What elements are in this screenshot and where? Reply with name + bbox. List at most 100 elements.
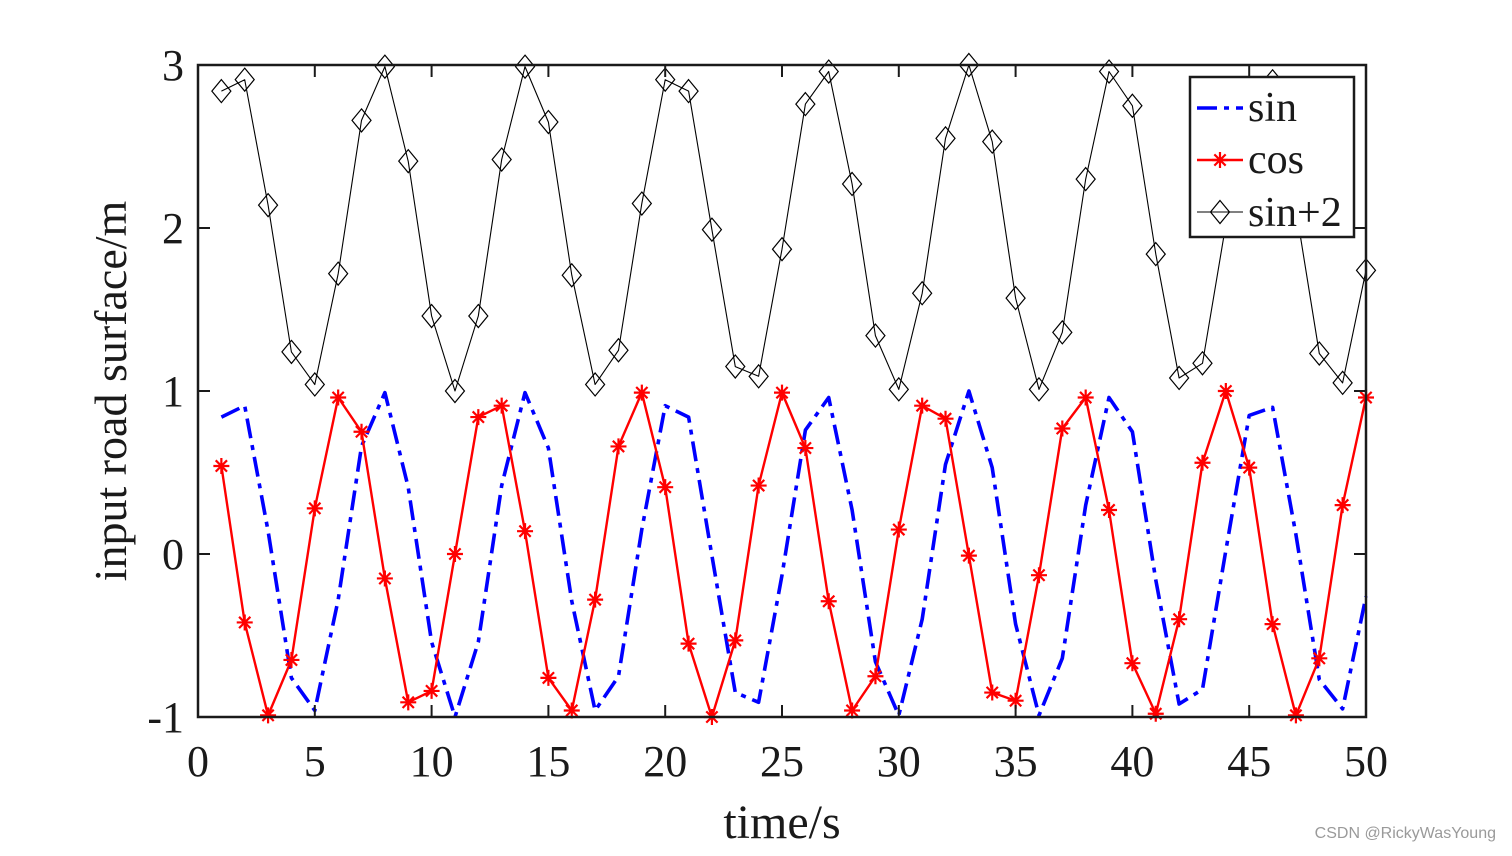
data-point-cos <box>353 423 370 440</box>
data-point-cos <box>774 384 790 401</box>
data-point-cos <box>283 651 300 668</box>
data-point-sin-plus-2 <box>841 171 863 197</box>
data-point-cos <box>844 702 861 719</box>
x-tick-labels: 0 5 10 15 20 25 30 35 40 45 50 <box>187 737 1388 786</box>
data-point-sin-plus-2 <box>1145 241 1167 267</box>
data-point-sin-plus-2 <box>281 339 302 365</box>
y-tick-label: -1 <box>147 693 184 742</box>
x-tick-label: 30 <box>877 737 921 786</box>
data-point-sin-plus-2 <box>374 54 396 80</box>
series-sin <box>220 389 1368 719</box>
data-point-sin-plus-2 <box>327 261 349 287</box>
data-point-cos <box>423 682 440 699</box>
data-point-cos <box>657 479 674 496</box>
x-tick-label: 5 <box>304 737 326 786</box>
data-point-cos <box>750 477 767 494</box>
data-point-sin-plus-2 <box>631 191 653 216</box>
data-point-cos <box>540 669 557 686</box>
x-tick-label: 25 <box>760 737 804 786</box>
data-point-cos <box>1311 650 1328 667</box>
data-point-cos <box>376 570 393 587</box>
data-point-cos <box>587 591 604 608</box>
data-point-cos <box>260 707 277 724</box>
legend-label-sin-plus-2: sin+2 <box>1248 190 1342 236</box>
data-point-cos <box>400 694 417 711</box>
data-point-sin-plus-2 <box>351 107 372 133</box>
data-point-cos <box>1287 707 1304 724</box>
y-tick-labels: -1 0 1 2 3 <box>147 41 184 742</box>
data-point-sin-plus-2 <box>538 109 559 135</box>
data-point-cos <box>1264 616 1281 633</box>
data-point-cos <box>1194 454 1211 471</box>
x-tick-label: 50 <box>1344 737 1388 786</box>
data-point-sin-plus-2 <box>1168 365 1190 391</box>
data-point-cos <box>797 440 814 457</box>
data-point-cos <box>1054 420 1071 437</box>
data-point-cos <box>1217 383 1234 399</box>
data-point-sin-plus-2 <box>561 262 583 288</box>
data-point-cos <box>1334 497 1351 514</box>
data-point-sin-plus-2 <box>211 78 232 104</box>
data-point-cos <box>213 457 230 474</box>
data-point-sin-plus-2 <box>608 337 629 363</box>
series-line-cos <box>220 389 1368 719</box>
data-point-sin-plus-2 <box>234 67 255 93</box>
data-point-cos <box>1101 501 1118 518</box>
data-point-cos <box>727 632 744 649</box>
data-point-cos <box>867 668 884 685</box>
data-point-sin-plus-2 <box>911 280 933 306</box>
data-point-sin-plus-2 <box>1122 93 1143 119</box>
data-point-sin-plus-2 <box>678 78 699 104</box>
data-point-sin-plus-2 <box>514 54 536 80</box>
data-point-sin-plus-2 <box>701 217 723 243</box>
x-tick-label: 15 <box>526 737 570 786</box>
data-point-cos <box>633 384 650 401</box>
data-point-sin-plus-2 <box>865 323 886 349</box>
x-tick-label: 20 <box>643 737 687 786</box>
y-axis-label: input road surface/m <box>85 200 136 581</box>
x-tick-label: 35 <box>994 737 1038 786</box>
data-point-cos <box>1124 655 1141 672</box>
legend: sin cos sin+2 <box>1188 75 1356 239</box>
data-point-sin-plus-2 <box>257 192 279 218</box>
x-axis-label: time/s <box>723 796 840 849</box>
legend-marker-cos <box>1212 152 1228 168</box>
watermark: CSDN @RickyWasYoung <box>1314 825 1496 842</box>
data-point-cos <box>820 593 837 610</box>
data-point-cos <box>1241 459 1258 476</box>
data-point-sin-plus-2 <box>1052 319 1073 345</box>
data-point-sin-plus-2 <box>584 372 606 397</box>
y-tick-label: 3 <box>162 41 184 90</box>
legend-label-cos: cos <box>1248 137 1304 183</box>
data-point-cos <box>1147 705 1164 722</box>
data-point-cos <box>446 546 463 562</box>
y-tick-label: 0 <box>162 530 184 579</box>
data-point-sin-plus-2 <box>1075 166 1096 192</box>
legend-marker-sin-plus-2 <box>1209 199 1231 225</box>
data-point-cos <box>680 635 697 652</box>
data-point-cos <box>1171 611 1188 628</box>
data-point-sin-plus-2 <box>888 376 910 402</box>
data-point-cos <box>1030 567 1047 584</box>
series-cos <box>213 383 1374 725</box>
data-point-sin-plus-2 <box>654 67 676 93</box>
data-point-sin-plus-2 <box>771 236 793 262</box>
x-tick-label: 0 <box>187 737 209 786</box>
data-point-sin-plus-2 <box>748 363 769 389</box>
data-point-cos <box>330 389 347 406</box>
data-point-sin-plus-2 <box>818 59 839 84</box>
data-point-sin-plus-2 <box>795 91 816 117</box>
legend-samples <box>1197 106 1243 225</box>
data-point-sin-plus-2 <box>1098 59 1120 84</box>
data-point-cos <box>306 500 323 517</box>
data-point-sin-plus-2 <box>725 354 746 379</box>
data-point-cos <box>1077 389 1094 406</box>
data-point-sin-plus-2 <box>958 52 980 78</box>
data-point-sin-plus-2 <box>304 372 326 397</box>
data-point-cos <box>610 438 627 455</box>
data-point-sin-plus-2 <box>1192 350 1213 376</box>
data-point-cos <box>1007 692 1024 709</box>
data-point-cos <box>984 684 1001 701</box>
data-point-cos <box>890 521 907 538</box>
